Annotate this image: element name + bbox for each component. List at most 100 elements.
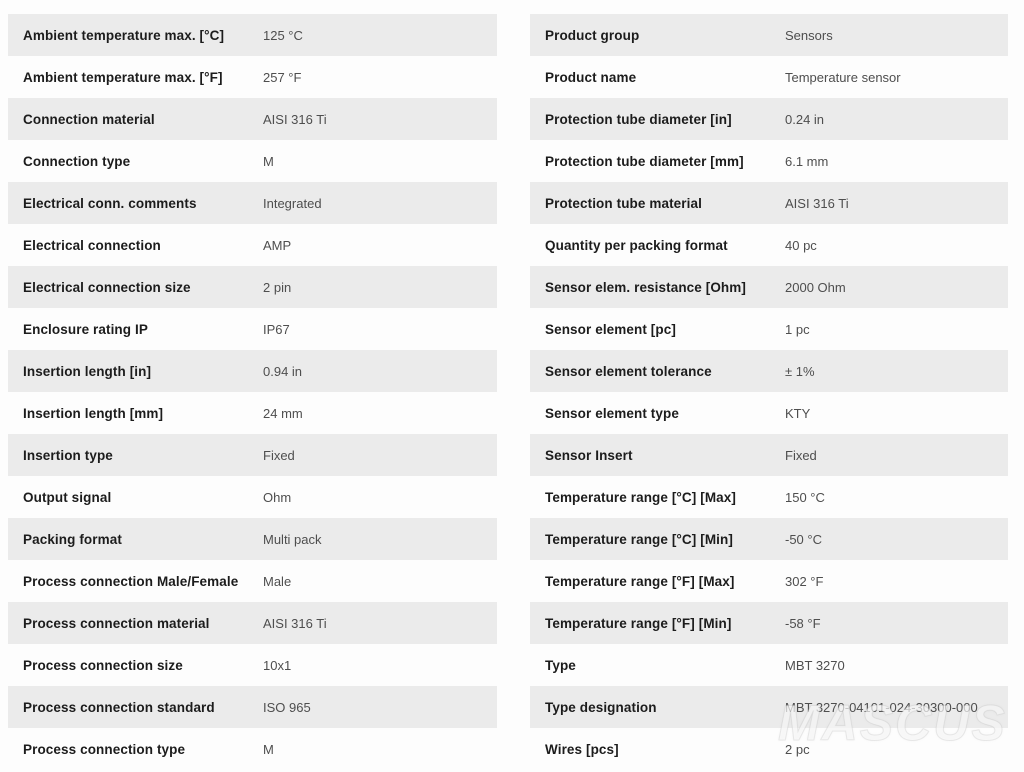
table-row: Sensor element [pc] 1 pc	[530, 308, 1008, 350]
spec-label: Process connection size	[23, 657, 183, 673]
spec-label: Protection tube diameter [mm]	[545, 153, 744, 169]
table-row: Quantity per packing format 40 pc	[530, 224, 1008, 266]
spec-value: MBT 3270-04101-024-30300-000	[785, 699, 978, 715]
spec-label: Insertion length [mm]	[23, 405, 164, 421]
spec-label: Packing format	[23, 531, 122, 547]
table-row: Process connection Male/Female Male	[8, 560, 497, 602]
spec-value: 1 pc	[785, 321, 810, 337]
spec-value: 125 °C	[263, 27, 303, 43]
table-row: Electrical conn. comments Integrated	[8, 182, 497, 224]
spec-label: Sensor element type	[545, 405, 679, 421]
table-row: Process connection standard ISO 965	[8, 686, 497, 728]
spec-value: M	[263, 741, 274, 757]
spec-label: Process connection type	[23, 741, 186, 757]
table-row: Process connection type M	[8, 728, 497, 770]
spec-value: KTY	[785, 405, 811, 421]
spec-label: Protection tube material	[545, 195, 702, 211]
table-row: Connection type M	[8, 140, 497, 182]
spec-value: Ohm	[263, 489, 292, 505]
table-row: Protection tube material AISI 316 Ti	[530, 182, 1008, 224]
spec-label: Output signal	[23, 489, 112, 505]
table-row: Temperature range [°C] [Min] -50 °C	[530, 518, 1008, 560]
spec-value: Multi pack	[263, 531, 322, 547]
table-row: Sensor element type KTY	[530, 392, 1008, 434]
spec-label: Electrical conn. comments	[23, 195, 197, 211]
spec-value: -58 °F	[785, 615, 821, 631]
spec-label: Quantity per packing format	[545, 237, 728, 253]
table-row: Temperature range [°F] [Max] 302 °F	[530, 560, 1008, 602]
table-row: Electrical connection size 2 pin	[8, 266, 497, 308]
spec-table-left: Ambient temperature max. [°C] 125 °C Amb…	[8, 14, 497, 770]
table-row: Output signal Ohm	[8, 476, 497, 518]
spec-label: Electrical connection	[23, 237, 161, 253]
spec-value: 2000 Ohm	[785, 279, 846, 295]
spec-value: AISI 316 Ti	[263, 615, 327, 631]
spec-value: 24 mm	[263, 405, 303, 421]
spec-value: AISI 316 Ti	[263, 111, 327, 127]
spec-label: Temperature range [°F] [Max]	[545, 573, 735, 589]
spec-value: 2 pin	[263, 279, 292, 295]
spec-label: Temperature range [°C] [Max]	[545, 489, 736, 505]
spec-label: Product name	[545, 69, 637, 85]
table-row: Temperature range [°F] [Min] -58 °F	[530, 602, 1008, 644]
spec-value: 0.24 in	[785, 111, 825, 127]
spec-label: Process connection Male/Female	[23, 573, 239, 589]
spec-label: Type	[545, 657, 576, 673]
spec-value: 6.1 mm	[785, 153, 829, 169]
table-row: Ambient temperature max. [°C] 125 °C	[8, 14, 497, 56]
spec-label: Insertion length [in]	[23, 363, 152, 379]
table-row: Protection tube diameter [in] 0.24 in	[530, 98, 1008, 140]
spec-value: Fixed	[785, 447, 817, 463]
table-row: Product name Temperature sensor	[530, 56, 1008, 98]
spec-value: 0.94 in	[263, 363, 303, 379]
spec-value: MBT 3270	[785, 657, 845, 673]
spec-value: 257 °F	[263, 69, 302, 85]
spec-value: 150 °C	[785, 489, 825, 505]
spec-label: Product group	[545, 27, 640, 43]
table-row: Type MBT 3270	[530, 644, 1008, 686]
spec-label: Sensor element tolerance	[545, 363, 712, 379]
spec-label: Insertion type	[23, 447, 113, 463]
spec-value: Temperature sensor	[785, 69, 901, 85]
spec-value: ISO 965	[263, 699, 311, 715]
table-row: Enclosure rating IP IP67	[8, 308, 497, 350]
spec-value: Male	[263, 573, 292, 589]
spec-label: Temperature range [°C] [Min]	[545, 531, 733, 547]
table-row: Insertion length [in] 0.94 in	[8, 350, 497, 392]
spec-label: Protection tube diameter [in]	[545, 111, 732, 127]
table-row: Ambient temperature max. [°F] 257 °F	[8, 56, 497, 98]
spec-value: AMP	[263, 237, 292, 253]
spec-label: Ambient temperature max. [°C]	[23, 27, 225, 43]
spec-label: Connection material	[23, 111, 155, 127]
spec-value: 40 pc	[785, 237, 817, 253]
table-row: Wires [pcs] 2 pc	[530, 728, 1008, 770]
table-row: Packing format Multi pack	[8, 518, 497, 560]
spec-value: 302 °F	[785, 573, 824, 589]
table-row: Sensor element tolerance ± 1%	[530, 350, 1008, 392]
table-row: Process connection material AISI 316 Ti	[8, 602, 497, 644]
spec-label: Wires [pcs]	[545, 741, 619, 757]
table-row: Insertion type Fixed	[8, 434, 497, 476]
spec-label: Electrical connection size	[23, 279, 191, 295]
spec-value: Fixed	[263, 447, 295, 463]
spec-value: 2 pc	[785, 741, 810, 757]
spec-label: Sensor Insert	[545, 447, 633, 463]
table-row: Sensor elem. resistance [Ohm] 2000 Ohm	[530, 266, 1008, 308]
table-row: Electrical connection AMP	[8, 224, 497, 266]
spec-label: Connection type	[23, 153, 131, 169]
spec-value: 10x1	[263, 657, 292, 673]
table-row: Product group Sensors	[530, 14, 1008, 56]
table-row: Process connection size 10x1	[8, 644, 497, 686]
spec-label: Temperature range [°F] [Min]	[545, 615, 732, 631]
spec-label: Sensor elem. resistance [Ohm]	[545, 279, 746, 295]
table-row: Insertion length [mm] 24 mm	[8, 392, 497, 434]
spec-label: Sensor element [pc]	[545, 321, 676, 337]
spec-value: ± 1%	[785, 363, 815, 379]
table-row: Type designation MBT 3270-04101-024-3030…	[530, 686, 1008, 728]
table-row: Sensor Insert Fixed	[530, 434, 1008, 476]
spec-value: Sensors	[785, 27, 833, 43]
spec-value: Integrated	[263, 195, 322, 211]
spec-label: Process connection material	[23, 615, 210, 631]
table-row: Connection material AISI 316 Ti	[8, 98, 497, 140]
